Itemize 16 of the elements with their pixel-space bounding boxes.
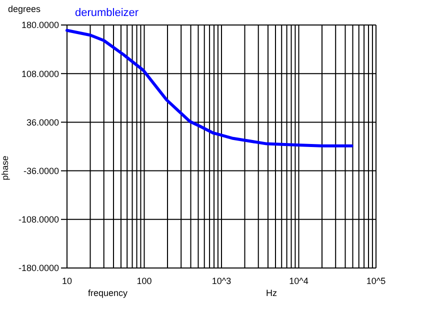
- series-label: derumbleizer: [75, 7, 139, 19]
- x-tick-label: 10^5: [366, 276, 386, 286]
- y-tick-label: 180.0000: [21, 20, 59, 30]
- text: degrees: [8, 4, 42, 14]
- x-axis-title: frequency: [88, 288, 128, 298]
- y-tick-label: -180.0000: [18, 263, 59, 274]
- x-tick-label: 10^3: [212, 276, 232, 286]
- y-tick-label: 36.0000: [26, 117, 59, 128]
- text: Hz: [266, 288, 278, 298]
- y-tick-label: -36.0000: [23, 166, 59, 176]
- y-tick-label: -108.0000: [18, 214, 59, 225]
- y-axis-title: phase: [0, 156, 10, 180]
- x-tick-label: 10: [62, 276, 72, 286]
- y-tick-label: 108.0000: [21, 68, 59, 79]
- x-tick-label: 10^4: [289, 276, 308, 286]
- x-tick-label: 100: [136, 276, 152, 286]
